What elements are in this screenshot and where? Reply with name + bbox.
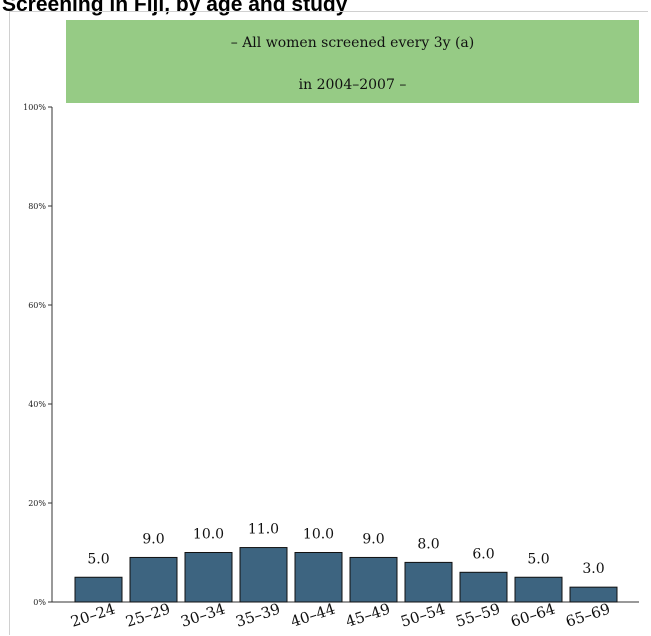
bar	[294, 552, 343, 603]
value-label: 9.0	[362, 531, 384, 547]
bar	[129, 556, 178, 603]
value-label: 10.0	[303, 527, 334, 543]
x-tick-label: 65–69	[563, 600, 612, 631]
y-tick-label: 100%	[23, 103, 46, 112]
banner-line-2: in 2004–2007 –	[298, 77, 407, 93]
study-banner: – All women screened every 3y (a) in 200…	[66, 20, 639, 103]
x-tick-label: 35–39	[233, 600, 282, 631]
value-label: 11.0	[248, 522, 279, 538]
plot-frame	[9, 11, 648, 635]
bar	[404, 561, 453, 603]
y-tick-label: 0%	[33, 598, 46, 607]
x-tick-label: 50–54	[398, 600, 447, 631]
x-tick-label: 25–29	[123, 600, 172, 631]
banner-line-1: – All women screened every 3y (a)	[230, 35, 475, 51]
bars	[74, 547, 618, 603]
value-label: 8.0	[417, 536, 439, 552]
x-tick-label: 20–24	[68, 600, 117, 631]
value-label: 6.0	[472, 546, 494, 562]
x-tick-label: 30–34	[178, 600, 227, 631]
x-tick-label: 45–49	[343, 600, 392, 631]
y-tick-label: 40%	[28, 400, 46, 409]
y-tick-label: 60%	[28, 301, 46, 310]
y-tick-label: 80%	[28, 202, 46, 211]
y-tick-label: 20%	[28, 499, 46, 508]
bar	[239, 547, 288, 603]
bar	[459, 571, 508, 603]
bar	[74, 576, 123, 603]
x-tick-labels: 20–24 25–29 30–34 35–39 40–44 45–49 50–54 55–59…	[68, 600, 612, 631]
bar	[349, 556, 398, 603]
x-tick-label: 60–64	[508, 600, 557, 631]
x-tick-label: 55–59	[453, 600, 502, 631]
value-label: 9.0	[142, 531, 164, 547]
bar	[184, 552, 233, 603]
value-label: 10.0	[193, 527, 224, 543]
bar	[569, 586, 618, 603]
chart-title: Screening in Fiji, by age and study	[2, 0, 348, 16]
value-label: 5.0	[87, 551, 109, 567]
bar	[514, 576, 563, 603]
value-label: 5.0	[527, 551, 549, 567]
x-tick-label: 40–44	[288, 600, 337, 631]
value-label: 3.0	[582, 561, 604, 577]
value-labels: 5.0 9.0 10.0 11.0 10.0 9.0 8.0 6.0 5.0 3.0	[87, 522, 604, 578]
